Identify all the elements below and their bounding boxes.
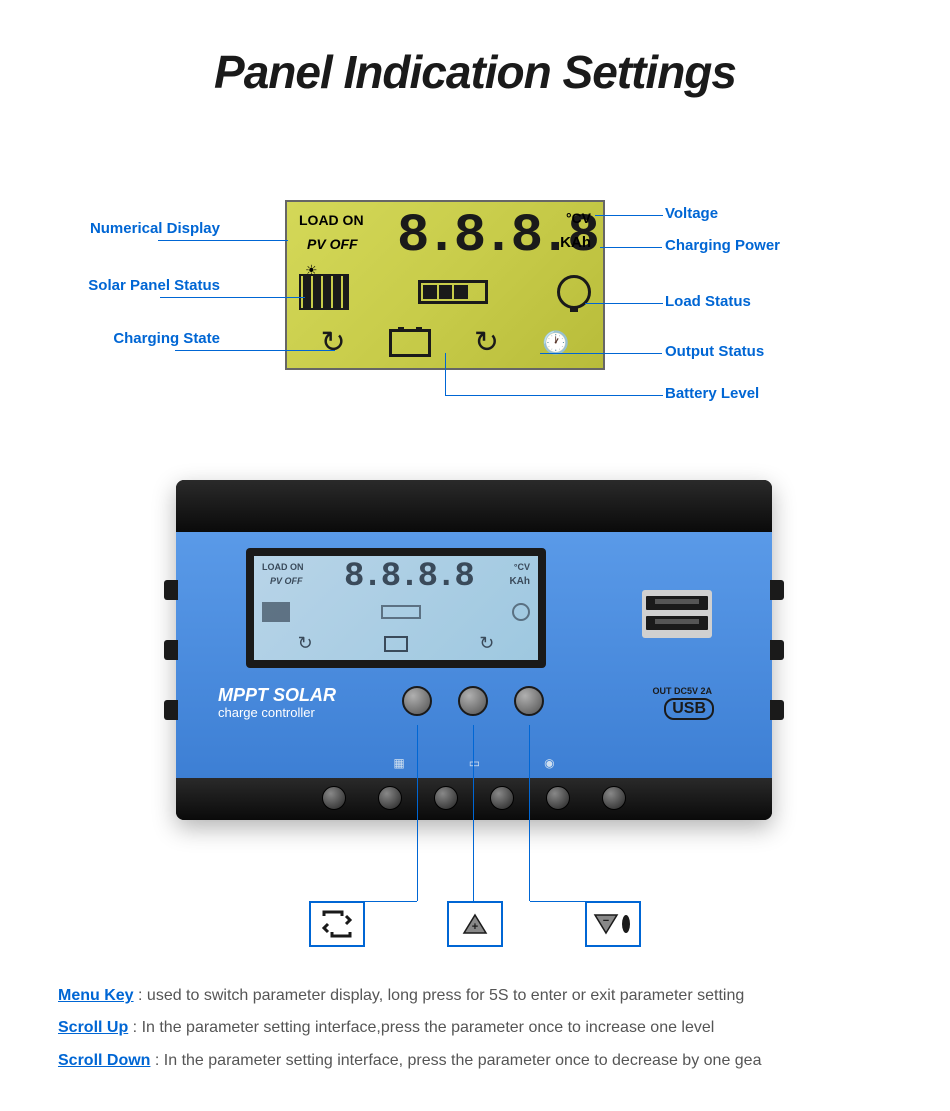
device-lcd-pv: PV OFF [270,576,303,586]
terminals [176,786,772,810]
charging-arrow-icon: ↻ [321,325,346,360]
charging-arrow-icon: ↻ [298,633,313,654]
label-solar-panel-status: Solar Panel Status [10,277,220,294]
output-arrow-icon: ↻ [474,325,499,360]
usb-port-1 [646,596,708,610]
menu-button[interactable] [402,686,432,716]
device-lcd: LOAD ON PV OFF 8.8.8.8 °CV KAh ↻ ↻ [246,548,546,668]
label-voltage: Voltage [665,205,718,222]
desc-scroll-up: Scroll Up : In the parameter setting int… [58,1017,892,1039]
bulb-icon [512,603,530,621]
label-charging-state: Charging State [10,330,220,347]
usb-ports [642,590,712,638]
lcd-load-on-label: LOAD ON [299,212,364,228]
usb-logo: USB [664,698,714,720]
device-lcd-digits: 8.8.8.8 [344,558,473,596]
terminal-screw [546,786,570,810]
label-numerical-display: Numerical Display [10,220,220,237]
callout-line [160,297,305,298]
battery-terminal-icon: ▭ [469,756,480,770]
menu-key-icon [309,901,365,947]
callout-line [445,353,446,395]
clock-icon: 🕐 [542,330,569,356]
button-descriptions: Menu Key : used to switch parameter disp… [58,985,892,1082]
callout-line [585,303,663,304]
scroll-down-button[interactable] [514,686,544,716]
solar-panel-icon [262,602,290,622]
svg-text:−: − [603,915,609,927]
svg-text:+: + [472,921,478,933]
solar-terminal-icon: ▦ [393,756,404,770]
lcd-icons-row [299,274,591,310]
callout-line [473,725,474,901]
callout-line [529,725,530,901]
device-lcd-cv: °CV [514,562,530,572]
callout-line [595,215,663,216]
terminal-screw [322,786,346,810]
device-buttons [402,686,544,716]
desc-text: : used to switch parameter display, long… [134,987,745,1004]
main-title: Panel Indication Settings [0,45,950,99]
scroll-up-button[interactable] [458,686,488,716]
device-out-label: OUT DC5V 2A [652,686,712,696]
lcd-cv-label: °CV [566,210,591,226]
lcd-pv-off-label: PV OFF [307,236,358,252]
terminal-screw [378,786,402,810]
label-load-status: Load Status [665,293,751,310]
callout-line [540,353,662,354]
desc-text: : In the parameter setting interface, pr… [150,1052,761,1069]
label-output-status: Output Status [665,343,764,360]
terminal-screw [490,786,514,810]
button-icon-row: + − [0,901,950,947]
output-arrow-icon: ↻ [479,633,494,654]
callout-line [158,240,288,241]
label-charging-power: Charging Power [665,237,780,254]
lcd-kah-label: KAh [560,234,591,251]
terminal-icons: ▦ ▭ ◉ [176,756,772,770]
device-lcd-kah: KAh [509,576,530,587]
callout-line [600,247,662,248]
device-sub-label: charge controller [218,705,315,720]
desc-key-label: Menu Key [58,987,134,1004]
scroll-up-icon: + [447,901,503,947]
solar-panel-icon [299,274,349,310]
solar-charge-controller-device: LOAD ON PV OFF 8.8.8.8 °CV KAh ↻ ↻ MPPT … [176,480,772,820]
battery-bars-icon [381,605,421,619]
battery-bars-icon [418,280,488,304]
callout-line [445,395,663,396]
battery-icon [389,329,431,357]
desc-text: : In the parameter setting interface,pre… [128,1019,714,1036]
desc-key-label: Scroll Down [58,1052,150,1069]
terminal-screw [434,786,458,810]
callout-line [175,350,335,351]
device-lcd-load: LOAD ON [262,562,304,572]
callout-line [417,725,418,901]
label-battery-level: Battery Level [665,385,759,402]
load-terminal-icon: ◉ [544,756,554,770]
desc-key-label: Scroll Up [58,1019,128,1036]
terminal-screw [602,786,626,810]
desc-scroll-down: Scroll Down : In the parameter setting i… [58,1050,892,1072]
desc-menu-key: Menu Key : used to switch parameter disp… [58,985,892,1007]
device-mppt-label: MPPT SOLAR [218,685,336,706]
usb-port-2 [646,616,708,630]
lcd-display-top: LOAD ON PV OFF 8.8.8.8 °CV KAh ☀ ↻ ↻ 🕐 [285,200,605,370]
scroll-down-icon: − [585,901,641,947]
battery-icon [384,636,408,652]
